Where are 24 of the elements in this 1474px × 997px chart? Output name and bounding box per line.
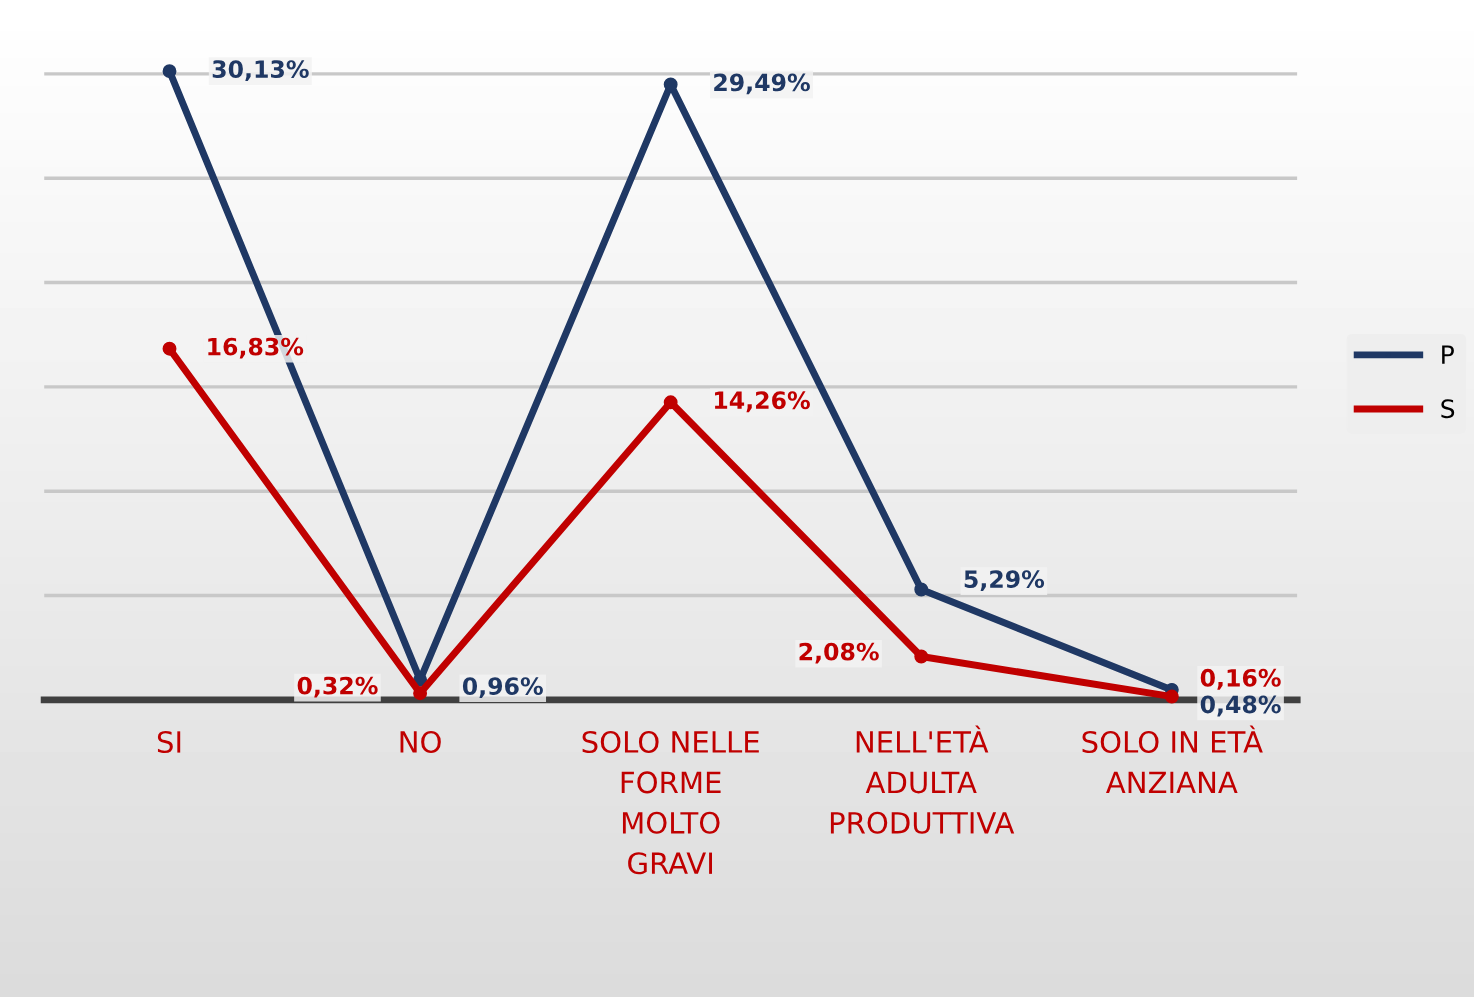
data-label: 5,29% [964,570,1045,592]
point [1164,689,1179,704]
point [162,341,177,356]
point [914,649,929,664]
x-tick-label: SI [157,730,181,754]
x-tick-label: NELL'ETÀ ADULTA PRODUTTIVA [830,725,1015,834]
data-label: 30,13% [212,60,309,82]
data-label: 0,16% [1200,668,1281,690]
legend-label: P [1442,345,1454,364]
x-tick-label: SOLO IN ETÀ ANZIANA [1082,725,1263,794]
point [914,582,929,597]
x-tick-label: NO [400,730,441,754]
data-label: 14,26% [715,391,810,413]
legend-label: S [1441,399,1455,419]
data-label: 16,83% [208,337,304,359]
data-label: 2,08% [799,642,879,664]
data-label: 0,32% [297,676,378,698]
point [162,64,177,79]
data-label: 0,48% [1200,695,1281,717]
data-label: 29,49% [714,73,810,95]
data-label: 0,96% [462,677,543,699]
point [413,686,428,701]
point [663,395,678,410]
x-tick-label: SOLO NELLE FORME MOLTO GRAVI [582,730,759,875]
